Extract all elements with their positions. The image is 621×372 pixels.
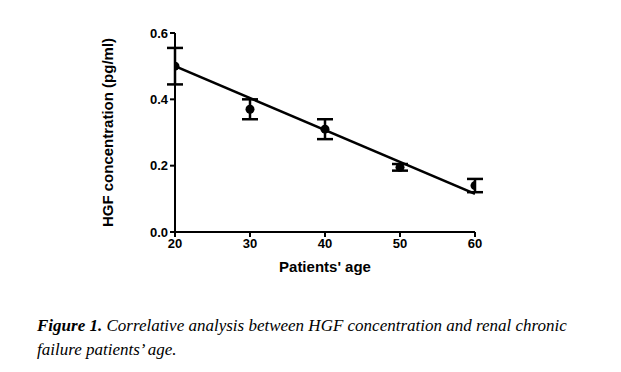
svg-text:0.4: 0.4 (150, 92, 169, 107)
svg-text:60: 60 (468, 236, 482, 251)
svg-text:Patients' age: Patients' age (279, 258, 371, 275)
svg-text:50: 50 (393, 236, 407, 251)
html-text:Figure 1. Correlative analysis: Figure 1. Correlative analysis between H… (37, 316, 567, 359)
svg-text:0.2: 0.2 (150, 158, 168, 173)
svg-text:20: 20 (168, 236, 182, 251)
svg-text:40: 40 (318, 236, 332, 251)
svg-text:HGF concentration (pg/ml): HGF concentration (pg/ml) (99, 38, 116, 227)
svg-text:30: 30 (243, 236, 257, 251)
svg-text:0.6: 0.6 (150, 26, 168, 41)
svg-text:0.0: 0.0 (150, 225, 168, 240)
